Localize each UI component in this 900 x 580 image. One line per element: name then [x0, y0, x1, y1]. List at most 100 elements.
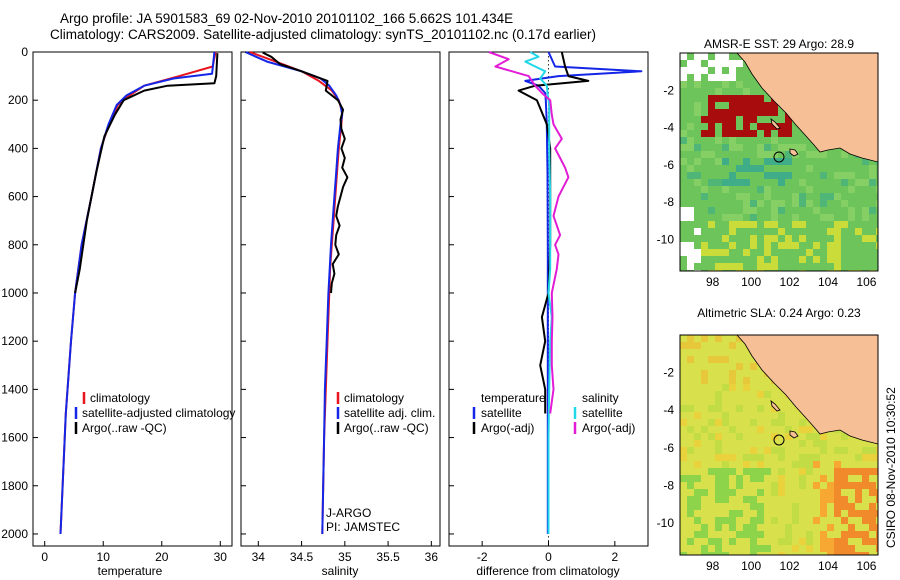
map-cell	[687, 172, 694, 179]
map-cell	[848, 552, 855, 555]
map-cell	[841, 221, 848, 228]
map-cell	[722, 60, 729, 67]
map-cell	[694, 489, 701, 496]
map-cell	[792, 461, 799, 468]
map-cell	[848, 172, 855, 179]
argo-float-marker	[773, 434, 785, 446]
map-cell	[708, 130, 715, 137]
map-cell	[806, 200, 813, 207]
map-cell	[736, 60, 743, 67]
map-cell	[862, 475, 869, 482]
map-cell	[771, 489, 778, 496]
map-cell	[869, 235, 876, 242]
annotation-j-argo: J-ARGO	[326, 506, 371, 520]
map-cell	[876, 228, 878, 235]
map-cell	[729, 144, 736, 151]
map-cell	[834, 545, 841, 552]
map-cell	[694, 60, 701, 67]
map-cell	[757, 123, 764, 130]
map-cell	[778, 538, 785, 545]
map-cell	[708, 356, 715, 363]
map-cell	[750, 447, 757, 454]
map-cell	[729, 228, 736, 235]
map-cell	[764, 144, 771, 151]
map-cell	[848, 545, 855, 552]
map-cell	[715, 158, 722, 165]
map-cell	[799, 440, 806, 447]
map-cell	[827, 256, 834, 263]
map-cell	[813, 433, 820, 440]
map-cell	[834, 496, 841, 503]
map-cell	[799, 468, 806, 475]
map-cell	[820, 538, 827, 545]
map-cell	[813, 151, 820, 158]
map-cell	[806, 151, 813, 158]
legend-label-argo: Argo(..raw -QC)	[82, 421, 167, 435]
map-cell	[862, 447, 869, 454]
map-y-tick-label: -8	[663, 195, 674, 209]
map-cell	[792, 200, 799, 207]
map-cell	[785, 235, 792, 242]
series-line-climatology	[59, 51, 217, 535]
map-cell	[743, 496, 750, 503]
map-cell	[771, 447, 778, 454]
map-cell	[701, 116, 708, 123]
map-cell	[757, 510, 764, 517]
map-cell	[806, 426, 813, 433]
map-cell	[764, 193, 771, 200]
map-cell	[743, 158, 750, 165]
x-tick-label: -2	[477, 550, 488, 564]
x-tick-label: 2	[611, 550, 618, 564]
map-cell	[792, 510, 799, 517]
map-cell	[701, 249, 708, 256]
map-cell	[729, 489, 736, 496]
map-cell	[820, 475, 827, 482]
map-cell	[771, 517, 778, 524]
map-cell	[694, 144, 701, 151]
map-cell	[785, 116, 792, 123]
map-cell	[799, 179, 806, 186]
legend-title-temperature: temperature	[481, 391, 546, 405]
map-cell	[799, 256, 806, 263]
map-cell	[687, 426, 694, 433]
y-tick-label: 1400	[1, 382, 28, 396]
map-cell	[680, 144, 687, 151]
map-cell	[869, 207, 876, 214]
map-cell	[729, 370, 736, 377]
map-cell	[680, 405, 687, 412]
map-cell	[743, 116, 750, 123]
map-cell	[848, 468, 855, 475]
map-x-tick-label: 98	[706, 275, 720, 289]
map-cell	[757, 391, 764, 398]
map-x-tick-label: 100	[741, 275, 761, 289]
map-x-tick-label: 106	[856, 559, 876, 573]
map-cell	[743, 221, 750, 228]
map-cell	[834, 235, 841, 242]
map-cell	[834, 228, 841, 235]
map-cell	[813, 461, 820, 468]
map-cell	[820, 447, 827, 454]
map-cell	[757, 405, 764, 412]
map-cell	[701, 67, 708, 74]
map-cell	[729, 538, 736, 545]
map-cell	[687, 496, 694, 503]
map-cell	[771, 214, 778, 221]
map-cell	[764, 109, 771, 116]
sla-map-title: Altimetric SLA: 0.24 Argo: 0.23	[697, 306, 861, 320]
map-cell	[680, 74, 687, 81]
map-cell	[729, 468, 736, 475]
map-y-tick-label: -10	[657, 516, 675, 530]
map-y-tick-label: -4	[663, 403, 674, 417]
map-cell	[778, 419, 785, 426]
map-cell	[750, 468, 757, 475]
map-cell	[736, 165, 743, 172]
map-cell	[764, 186, 771, 193]
map-cell	[680, 130, 687, 137]
map-cell	[841, 468, 848, 475]
map-cell	[722, 489, 729, 496]
map-cell	[680, 207, 687, 214]
y-tick-label: 1000	[1, 286, 28, 300]
map-cell	[862, 214, 869, 221]
map-cell	[694, 440, 701, 447]
map-cell	[743, 454, 750, 461]
